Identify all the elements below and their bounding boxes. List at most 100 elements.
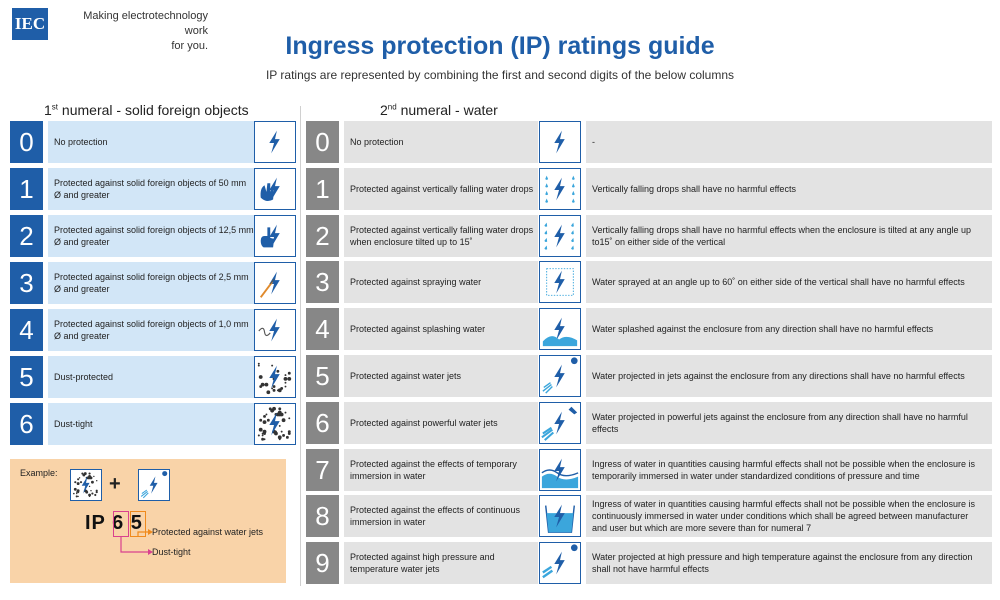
tilted-drops-icon	[539, 214, 581, 257]
rating-description: Protected against the effects of tempora…	[344, 448, 538, 491]
water-heading-text: numeral - water	[396, 102, 498, 118]
rating-description-text: Protected against vertically falling wat…	[350, 183, 534, 194]
lightning-icon	[254, 121, 296, 163]
ip-prefix: IP	[85, 512, 113, 534]
rating-number: 5	[306, 355, 339, 397]
rating-number: 0	[306, 121, 339, 163]
tagline: Making electrotechnology work for you.	[62, 9, 208, 54]
rating-description: Protected against solid foreign objects …	[48, 168, 254, 210]
solids-heading-num: 1	[44, 102, 52, 118]
water-jet-icon-art	[140, 471, 168, 499]
rating-detail: Water projected in powerful jets against…	[586, 401, 992, 444]
wire-icon	[254, 309, 296, 351]
iec-logo: IEC	[12, 8, 48, 40]
rating-description: Protected against solid foreign objects …	[48, 215, 254, 257]
powerful-jet-icon-art	[541, 406, 578, 441]
rating-detail-text: -	[592, 137, 595, 147]
water-heading-num: 2	[380, 102, 388, 118]
finger-icon	[254, 215, 296, 257]
rating-detail: Water sprayed at an angle up to 60˚ on e…	[586, 261, 992, 304]
rating-detail-text: Vertically falling drops shall have no h…	[592, 183, 796, 194]
rating-description: Protected against vertically falling wat…	[344, 167, 538, 210]
rating-description: Protected against splashing water	[344, 308, 538, 351]
solids-row-4: 4 Protected against solid foreign objects…	[10, 309, 296, 351]
dust-icon	[254, 356, 296, 398]
temporary-immersion-icon-art	[541, 458, 579, 488]
dust-tight-icon-art	[73, 472, 98, 498]
first-digit-box	[113, 511, 129, 537]
rating-number: 5	[10, 356, 43, 398]
rating-detail-text: Water projected in jets against the encl…	[592, 371, 965, 381]
tool-icon	[254, 262, 296, 304]
finger-icon-art	[260, 224, 280, 248]
rating-number: 1	[306, 167, 339, 210]
rating-detail: Ingress of water in quantities causing h…	[586, 495, 992, 538]
water-heading-sup: nd	[387, 102, 397, 112]
example-panel: Example: + IP 6 5 Protected against wate…	[10, 459, 286, 583]
rating-description-text: Protected against spraying water	[350, 277, 482, 288]
dust-tight-icon	[254, 403, 296, 445]
solids-row-0: 0 No protection	[10, 121, 296, 163]
rating-description-text: Protected against solid foreign objects …	[54, 272, 249, 294]
water-row-2: 2 Protected against vertically falling wa…	[306, 214, 992, 257]
rating-description: Protected against solid foreign objects …	[48, 309, 254, 351]
example-connector-lines	[120, 529, 153, 555]
solids-row-2: 2 Protected against solid foreign objects…	[10, 215, 296, 257]
vertical-drops-icon	[539, 167, 581, 210]
water-row-3: 3 Protected against spraying water Water s…	[306, 261, 992, 304]
rating-number: 3	[306, 261, 339, 304]
dust-tight-note: Dust-tight	[152, 547, 191, 557]
rating-description-text: Protected against the effects of tempora…	[350, 458, 517, 481]
rating-number: 6	[10, 403, 43, 445]
rating-detail-text: Vertically falling drops shall have no h…	[592, 224, 972, 247]
solids-heading-text: numeral - solid foreign objects	[58, 102, 249, 118]
rating-description: Protected against vertically falling wat…	[344, 214, 538, 257]
water-row-8: 8 Protected against the effects of contin…	[306, 495, 992, 538]
rating-description: Protected against spraying water	[344, 261, 538, 304]
rating-number: 3	[10, 262, 43, 304]
dust-tight-icon-art	[257, 406, 291, 441]
rating-number: 9	[306, 542, 339, 585]
water-jet-icon-art	[542, 357, 578, 394]
rating-description-text: No protection	[350, 137, 404, 147]
water-column-heading: 2nd numeral - water	[380, 102, 498, 118]
rating-number: 6	[306, 401, 339, 444]
rating-number: 7	[306, 448, 339, 491]
water-row-4: 4 Protected against splashing water Water …	[306, 308, 992, 351]
water-row-0: 0 No protection -	[306, 121, 992, 163]
rating-description-text: Protected against high pressure and temp…	[350, 552, 495, 575]
rating-detail-text: Water sprayed at an angle up to 60˚ on e…	[592, 277, 965, 288]
spray-icon-art	[546, 268, 574, 297]
rating-description: Protected against solid foreign objects …	[48, 262, 254, 304]
lightning-icon-art	[554, 130, 565, 154]
water-jets-note: Protected against water jets	[152, 527, 264, 537]
rating-detail: Vertically falling drops shall have no h…	[586, 214, 992, 257]
water-jet-icon	[138, 469, 170, 501]
spray-icon	[539, 261, 581, 304]
page-subtitle: IP ratings are represented by combining …	[265, 68, 735, 82]
rating-detail: Vertically falling drops shall have no h…	[586, 167, 992, 210]
splash-icon	[539, 308, 581, 351]
rating-description-text: Dust-protected	[54, 372, 114, 382]
rating-detail-text: Water projected at high pressure and hig…	[592, 552, 973, 575]
solids-row-6: 6 Dust-tight	[10, 403, 296, 445]
rating-description: Protected against powerful water jets	[344, 401, 538, 444]
rating-detail: Ingress of water in quantities causing h…	[586, 448, 992, 491]
rating-description: Dust-tight	[48, 403, 254, 445]
water-jet-icon	[539, 355, 581, 397]
tagline-text: Making electrotechnology work for you.	[83, 10, 208, 52]
rating-description-text: Protected against solid foreign objects …	[54, 319, 249, 341]
rating-description: Protected against high pressure and temp…	[344, 542, 538, 585]
ip-digit-first: 6	[112, 512, 125, 534]
rating-detail: Water projected at high pressure and hig…	[586, 542, 992, 585]
rating-description-text: No protection	[54, 137, 108, 147]
rating-detail: Water projected in jets against the encl…	[586, 355, 992, 397]
rating-description-text: Protected against splashing water	[350, 324, 486, 335]
rating-description: No protection	[48, 121, 254, 163]
wire-icon-art	[258, 318, 280, 342]
rating-description: Protected against the effects of continu…	[344, 495, 538, 538]
rating-description-text: Protected against water jets	[350, 371, 462, 381]
high-pressure-jet-icon	[539, 542, 581, 585]
solids-row-5: 5 Dust-protected	[10, 356, 296, 398]
hand-icon	[254, 168, 296, 210]
